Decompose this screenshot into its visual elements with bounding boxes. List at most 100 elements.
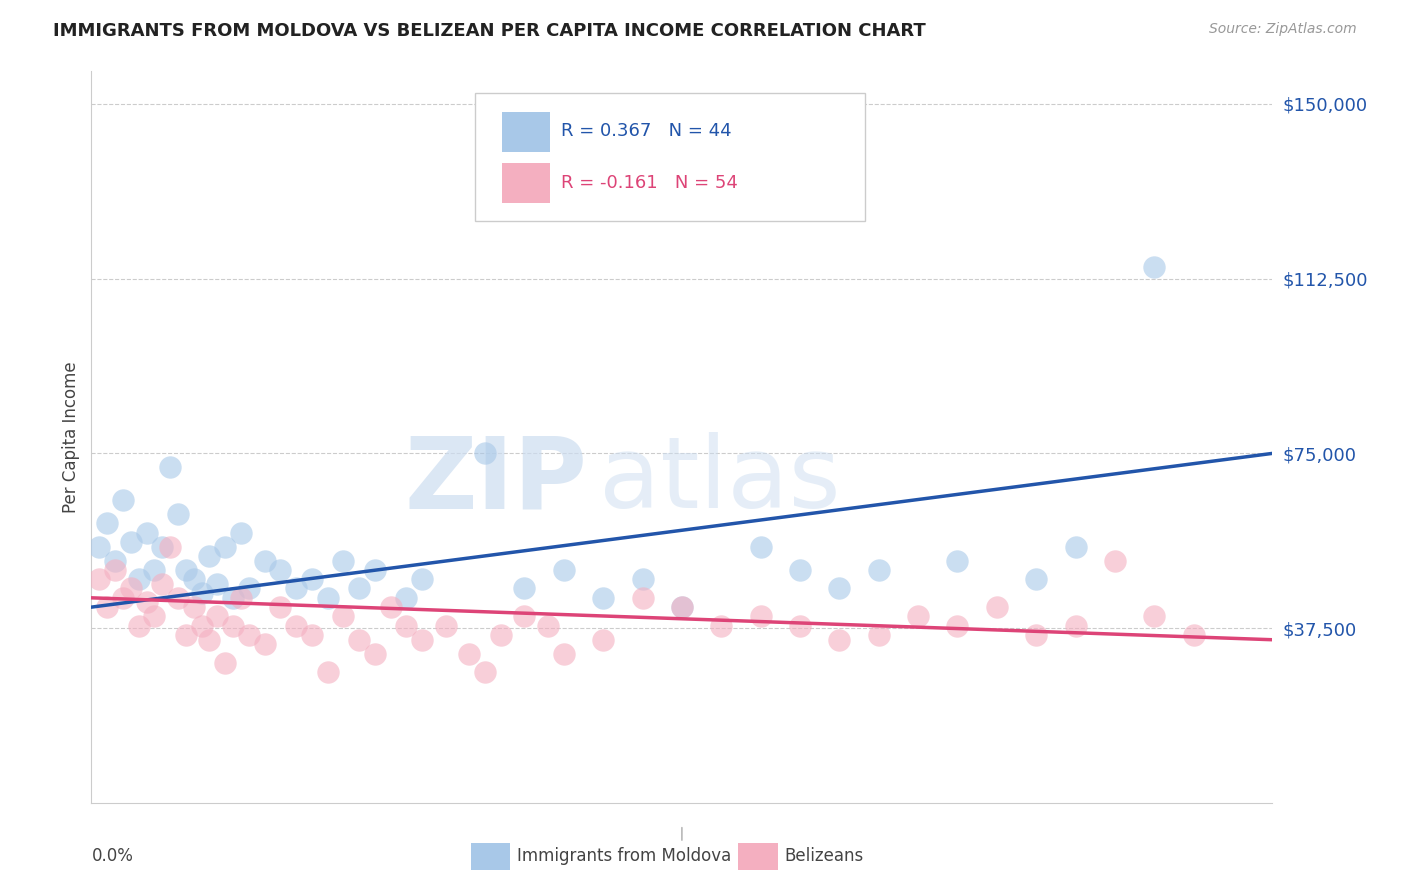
Point [159,540,181,554]
Point [671,600,693,615]
Point [364,563,387,577]
Point [285,582,308,596]
Point [269,563,291,577]
Point [183,600,205,615]
Point [253,553,276,567]
Point [364,647,387,661]
Point [907,609,929,624]
Point [1025,572,1047,586]
Point [1143,260,1166,274]
Point [190,619,212,633]
Point [238,628,260,642]
Point [1025,628,1047,642]
Point [89,572,111,586]
Point [222,591,245,605]
Point [411,572,433,586]
FancyBboxPatch shape [475,94,865,221]
Point [458,647,481,661]
Point [749,609,772,624]
Point [828,632,851,647]
Point [789,619,811,633]
Point [592,591,614,605]
Point [749,540,772,554]
Point [128,619,150,633]
Point [207,577,229,591]
Point [1143,609,1166,624]
Point [710,619,733,633]
Point [222,619,245,633]
Text: Source: ZipAtlas.com: Source: ZipAtlas.com [1209,22,1357,37]
Point [229,525,252,540]
Point [190,586,212,600]
Point [631,591,654,605]
Y-axis label: Per Capita Income: Per Capita Income [62,361,80,513]
Point [316,665,339,680]
Point [395,591,418,605]
Text: R = 0.367   N = 44: R = 0.367 N = 44 [561,122,733,140]
Text: 0.0%: 0.0% [91,847,134,864]
Point [214,540,236,554]
Point [986,600,1008,615]
Point [316,591,339,605]
Point [828,582,851,596]
Text: ZIP: ZIP [405,433,588,530]
Point [1104,553,1126,567]
Point [474,665,496,680]
Point [513,582,536,596]
Point [592,632,614,647]
Point [1064,619,1087,633]
Point [198,632,221,647]
Point [214,656,236,670]
Point [174,563,197,577]
Point [135,595,157,609]
Point [1182,628,1205,642]
Point [347,582,370,596]
Bar [502,162,550,203]
Point [631,572,654,586]
Point [111,591,134,605]
Point [332,609,354,624]
Point [198,549,221,563]
Point [946,619,969,633]
Point [868,628,890,642]
Point [411,632,433,647]
Point [537,619,560,633]
Point [143,609,166,624]
Point [229,591,252,605]
Point [120,582,142,596]
Point [104,553,127,567]
Point [868,563,890,577]
Point [301,572,323,586]
Point [207,609,229,624]
Point [380,600,402,615]
Point [489,628,512,642]
Point [167,507,190,521]
Point [946,553,969,567]
Point [347,632,370,647]
Text: IMMIGRANTS FROM MOLDOVA VS BELIZEAN PER CAPITA INCOME CORRELATION CHART: IMMIGRANTS FROM MOLDOVA VS BELIZEAN PER … [53,22,927,40]
Point [150,577,173,591]
Text: R = -0.161   N = 54: R = -0.161 N = 54 [561,174,738,192]
Text: Immigrants from Moldova: Immigrants from Moldova [517,847,731,865]
Point [553,647,575,661]
Point [96,516,118,531]
Point [96,600,118,615]
Point [269,600,291,615]
Point [135,525,157,540]
Point [789,563,811,577]
Point [434,619,457,633]
Text: Belizeans: Belizeans [785,847,863,865]
Point [671,600,693,615]
Point [332,553,354,567]
Point [183,572,205,586]
Point [285,619,308,633]
Point [253,637,276,651]
Point [159,460,181,475]
Point [474,446,496,460]
Point [120,535,142,549]
Point [150,540,173,554]
Bar [502,112,550,152]
Point [167,591,190,605]
Point [89,540,111,554]
Point [238,582,260,596]
